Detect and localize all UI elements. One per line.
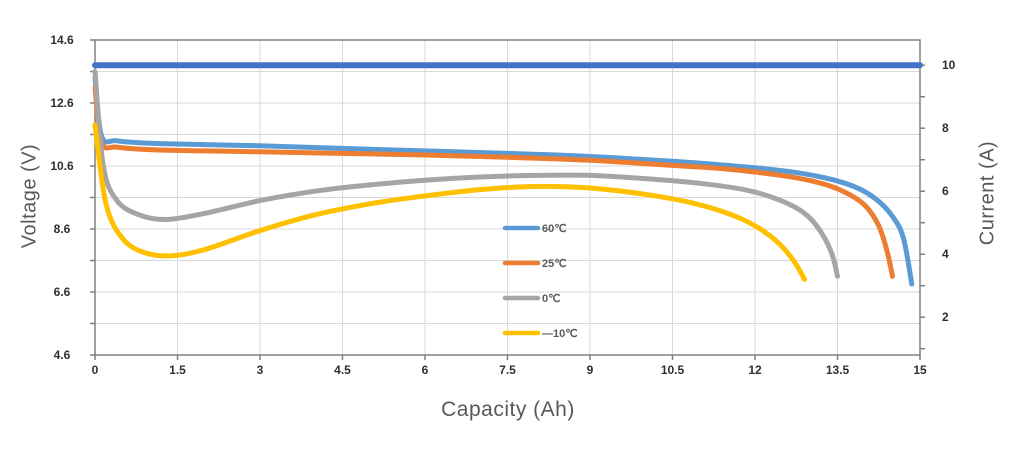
x-tick-label: 9 <box>587 363 594 377</box>
y-axis-title-left: Voltage (V) <box>18 143 41 249</box>
x-tick-label: 12 <box>748 363 762 377</box>
x-tick-label: 7.5 <box>499 363 516 377</box>
left-tick-label: 12.6 <box>50 96 74 110</box>
series-line-25℃ <box>92 84 895 279</box>
x-tick-label: 10.5 <box>661 363 685 377</box>
tick-labels: 0 1.5 3 4.5 6 7.5 9 10.5 12 13.5 15 4.6 6.6 8.6 10.6 12… <box>50 33 955 377</box>
left-tick-label: 14.6 <box>50 33 74 47</box>
series-line-—10℃ <box>92 122 807 282</box>
legend-label: 0℃ <box>542 293 560 305</box>
x-tick-label: 4.5 <box>334 363 351 377</box>
right-tick-label: 8 <box>942 121 949 135</box>
x-tick-label: 13.5 <box>826 363 850 377</box>
right-tick-label: 2 <box>942 310 949 324</box>
y-axis-title-right: Current (A) <box>976 140 999 246</box>
series <box>92 62 923 287</box>
axes <box>90 39 925 360</box>
legend-label: 60℃ <box>542 223 567 235</box>
legend-label: —10℃ <box>542 328 578 340</box>
left-tick-label: 6.6 <box>54 285 71 299</box>
x-tick-label: 0 <box>92 363 99 377</box>
x-tick-label: 15 <box>913 363 927 377</box>
right-tick-label: 10 <box>942 58 956 72</box>
x-tick-label: 1.5 <box>169 363 186 377</box>
legend-label: 25℃ <box>542 258 567 270</box>
gridlines <box>95 40 920 355</box>
series-line-60℃ <box>92 75 915 287</box>
x-tick-label: 3 <box>257 363 264 377</box>
right-tick-label: 4 <box>942 247 949 261</box>
left-tick-label: 8.6 <box>54 222 71 236</box>
x-axis-title: Capacity (Ah) <box>441 398 575 421</box>
legend: 60℃ 25℃ 0℃ —10℃ <box>502 223 578 340</box>
series-line-0℃ <box>92 69 840 279</box>
left-tick-label: 10.6 <box>50 159 74 173</box>
x-tick-label: 6 <box>422 363 429 377</box>
left-tick-label: 4.6 <box>54 348 71 362</box>
right-tick-label: 6 <box>942 184 949 198</box>
